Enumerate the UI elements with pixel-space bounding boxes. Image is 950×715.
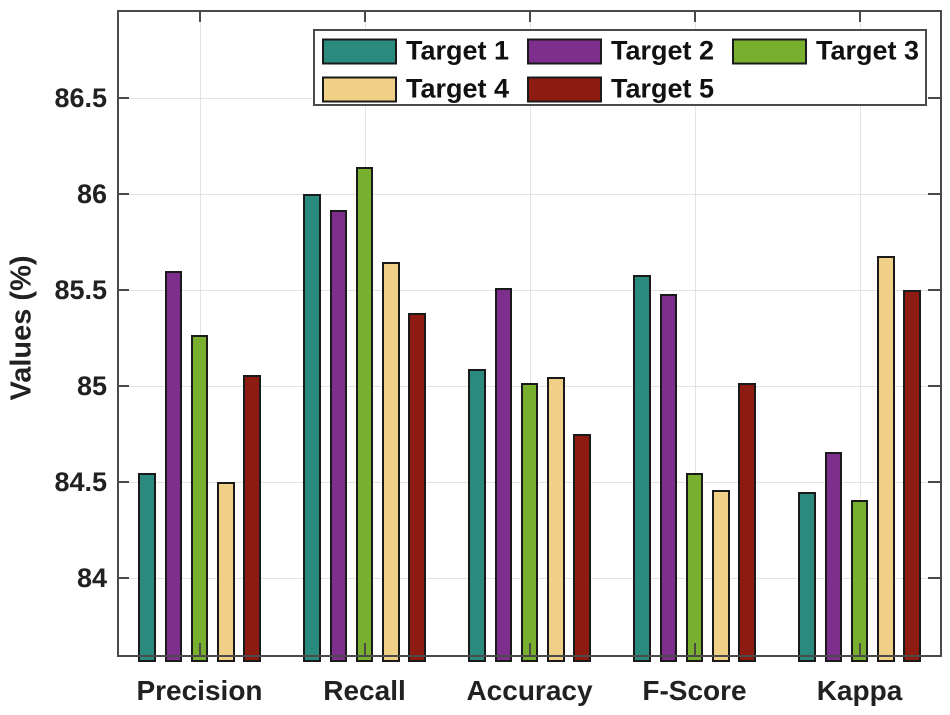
y-tick-label: 86.5 — [54, 83, 107, 114]
y-tick-mark — [928, 481, 940, 484]
legend-label: Target 5 — [611, 73, 715, 104]
bar-target-1-f-score — [633, 274, 651, 662]
x-tick-mark — [363, 643, 366, 655]
y-tick-mark — [117, 481, 129, 484]
legend-swatch-target-3 — [732, 38, 807, 64]
legend-label: Target 3 — [816, 35, 920, 66]
y-tick-label: 86 — [76, 179, 107, 210]
x-category-label: Accuracy — [466, 675, 593, 706]
x-tick-mark — [528, 10, 531, 22]
bar-target-5-precision — [243, 374, 261, 662]
legend-item-target-2: Target 2 — [527, 36, 714, 67]
legend: Target 1 Target 2 Target 3 Target 4 Target 5 — [313, 29, 927, 106]
bar-target-2-f-score — [659, 294, 677, 662]
gridline-v — [529, 10, 531, 657]
x-category-label: F-Score — [642, 675, 747, 706]
bar-target-3-recall — [355, 167, 374, 662]
legend-swatch-target-5 — [527, 76, 602, 102]
x-tick-mark — [363, 10, 366, 22]
bar-target-1-accuracy — [468, 369, 486, 662]
legend-swatch-target-4 — [322, 76, 397, 102]
y-tick-label: 85.5 — [54, 275, 107, 306]
legend-label: Target 2 — [611, 35, 715, 66]
x-tick-mark — [693, 10, 696, 22]
bar-target-4-precision — [217, 482, 235, 662]
bar-target-3-accuracy — [520, 382, 539, 662]
bar-target-3-kappa — [850, 499, 869, 662]
bar-target-4-kappa — [877, 255, 895, 662]
bar-target-1-kappa — [798, 491, 816, 662]
y-tick-label: 85 — [76, 371, 107, 402]
bar-target-1-precision — [138, 472, 156, 662]
gridline-v — [199, 10, 201, 657]
bar-target-5-f-score — [738, 382, 756, 662]
bar-target-4-f-score — [712, 490, 730, 662]
x-tick-mark — [693, 643, 696, 655]
bar-target-3-precision — [190, 334, 209, 662]
bar-target-2-recall — [329, 209, 347, 662]
x-tick-mark — [858, 643, 861, 655]
y-tick-mark — [928, 289, 940, 292]
y-tick-mark — [117, 385, 129, 388]
y-tick-mark — [928, 385, 940, 388]
bar-target-5-recall — [408, 313, 426, 662]
y-tick-label: 84.5 — [54, 467, 107, 498]
gridline-v — [859, 10, 861, 657]
y-tick-mark — [928, 577, 940, 580]
plot-area — [117, 10, 942, 662]
legend-item-target-1: Target 1 — [322, 36, 509, 67]
y-tick-mark — [117, 97, 129, 100]
y-tick-mark — [928, 193, 940, 196]
y-tick-mark — [117, 193, 129, 196]
bar-target-5-accuracy — [573, 434, 591, 662]
x-tick-mark — [528, 643, 531, 655]
gridline-v — [694, 10, 696, 657]
bar-target-1-recall — [303, 194, 321, 662]
bar-target-4-recall — [382, 261, 400, 662]
legend-item-target-4: Target 4 — [322, 74, 509, 105]
legend-label: Target 4 — [406, 73, 510, 104]
x-category-label: Precision — [136, 675, 263, 706]
x-tick-mark — [858, 10, 861, 22]
y-tick-mark — [117, 577, 129, 580]
bar-target-2-kappa — [824, 451, 842, 662]
x-category-label: Recall — [323, 675, 406, 706]
y-tick-mark — [117, 289, 129, 292]
x-tick-mark — [198, 643, 201, 655]
x-category-label: Kappa — [816, 675, 903, 706]
legend-item-target-5: Target 5 — [527, 74, 714, 105]
bar-target-5-kappa — [903, 290, 921, 662]
bar-target-4-accuracy — [547, 376, 565, 662]
legend-swatch-target-1 — [322, 38, 397, 64]
bar-target-2-precision — [164, 271, 182, 662]
bar-target-2-accuracy — [494, 288, 512, 662]
y-tick-label: 84 — [76, 563, 107, 594]
y-tick-mark — [928, 97, 940, 100]
legend-label: Target 1 — [406, 35, 510, 66]
bar-target-3-f-score — [685, 472, 704, 662]
x-tick-mark — [198, 10, 201, 22]
legend-item-target-3: Target 3 — [732, 36, 919, 67]
legend-swatch-target-2 — [527, 38, 602, 64]
